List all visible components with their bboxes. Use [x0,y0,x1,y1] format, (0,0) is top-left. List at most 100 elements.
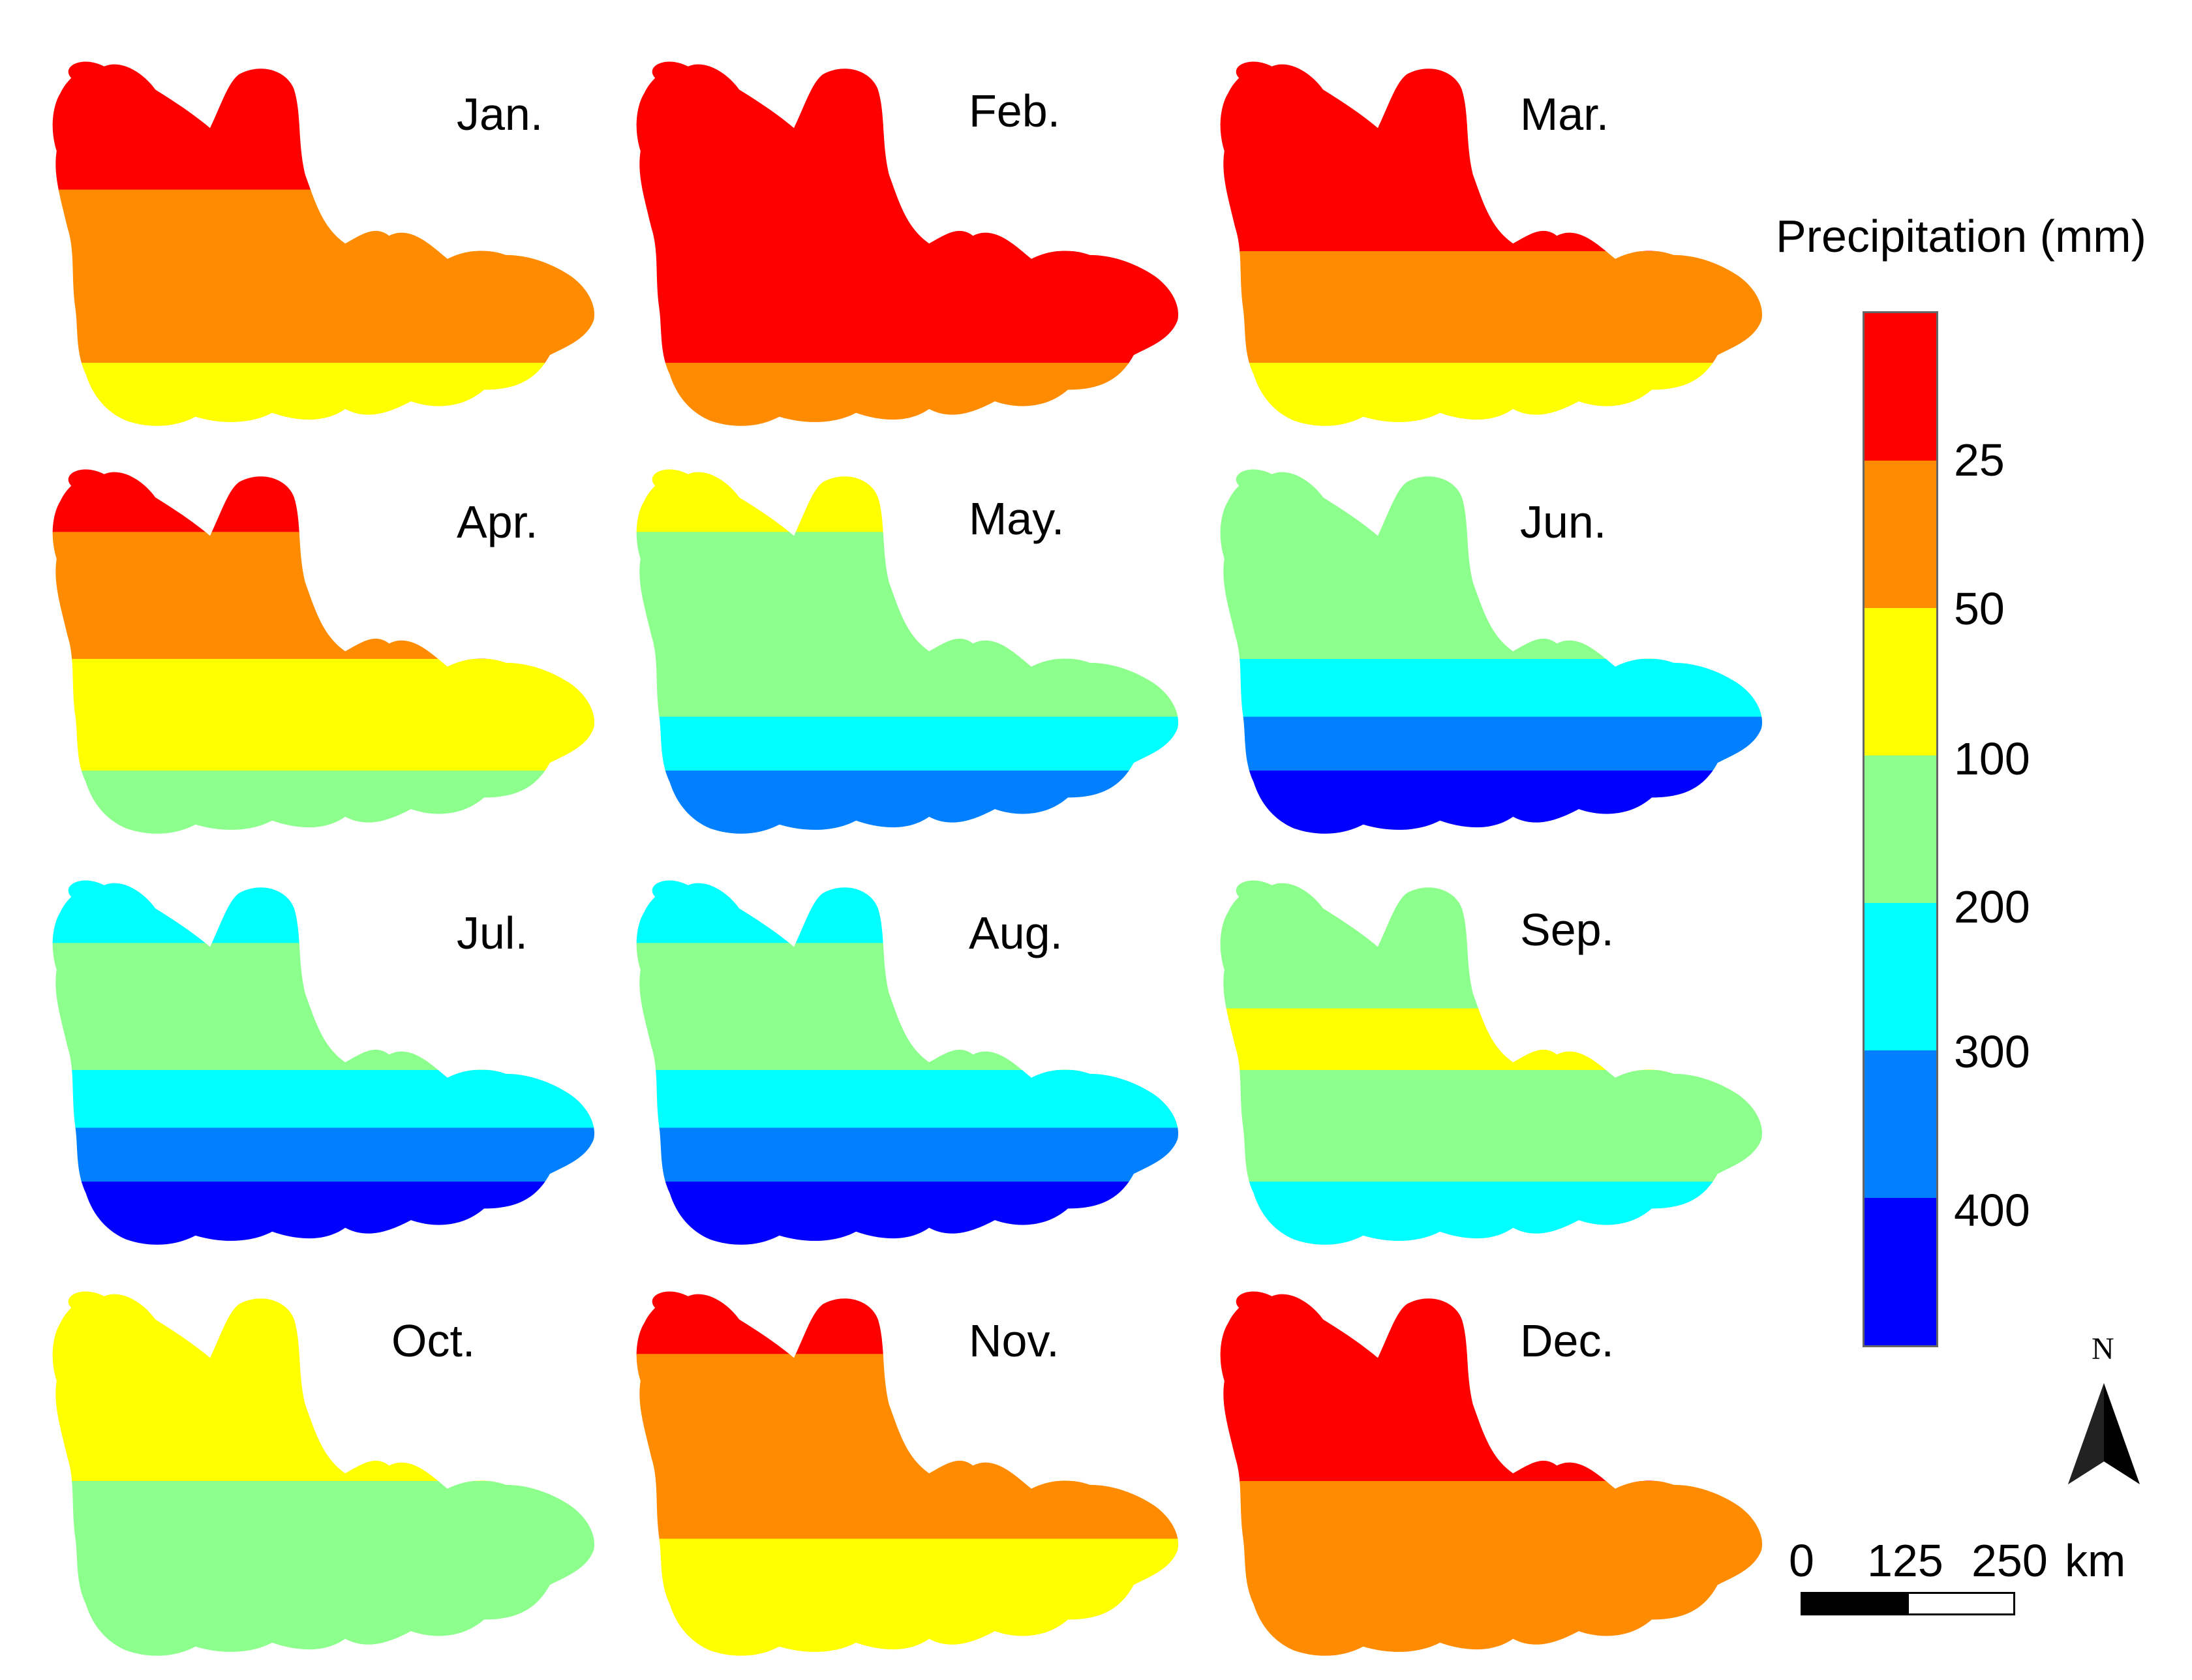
month-label: Dec. [1520,1315,1614,1366]
month-label: Nov. [969,1315,1059,1366]
precipitation-zone [52,1127,595,1184]
scale-bar-tick-label: 125 [1867,1535,1943,1586]
precipitation-zone [636,771,1179,834]
precipitation-zone [52,1291,595,1356]
basin-precipitation-map [52,880,595,1245]
precipitation-zone [1220,1481,1763,1540]
precipitation-zone [52,659,595,718]
precipitation-zone [636,943,1179,1010]
precipitation-zone [52,1354,595,1421]
precipitation-zone [1220,771,1763,834]
month-map-panel: Feb. [623,46,1210,450]
month-map-panel: Jan. [39,46,626,450]
basin-precipitation-map [1220,1291,1763,1656]
basin-precipitation-map [52,469,595,834]
precipitation-zone [636,532,1179,599]
month-map-panel: May. [623,453,1210,858]
precipitation-zone [1220,943,1763,1010]
precipitation-zone [1220,880,1763,945]
precipitation-zone [1220,469,1763,534]
precipitation-zone [52,1070,595,1129]
basin-precipitation-map [1220,61,1763,426]
legend-color-bar [1863,311,1938,1347]
precipitation-zone [1220,309,1763,365]
precipitation-zone [52,771,595,834]
month-map-panel: Mar. [1207,46,1794,450]
basin-precipitation-map [52,61,595,426]
scale-bar-tick-label: 250 [1971,1535,2048,1586]
precipitation-zone [52,1593,595,1656]
precipitation-zone [1220,1070,1763,1129]
precipitation-zone [1220,659,1763,718]
precipitation-zone [636,61,1179,126]
precipitation-zone [1220,1291,1763,1356]
precipitation-zone [636,363,1179,426]
basin-precipitation-map [636,61,1179,426]
precipitation-zone [1220,61,1763,126]
precipitation-zone [1220,532,1763,599]
month-map-panel: Nov. [623,1275,1210,1680]
legend-tick-label: 400 [1954,1185,2030,1236]
precipitation-zone [636,659,1179,718]
precipitation-zone [636,1070,1179,1129]
precipitation-zone [52,251,595,311]
month-label: Jul. [457,908,528,958]
month-label: Mar. [1520,89,1609,140]
precipitation-zone [52,1008,595,1072]
precipitation-zone [636,1419,1179,1483]
basin-precipitation-map [636,880,1179,1245]
scale-bar-unit: km [2065,1535,2126,1586]
precipitation-zone [52,1538,595,1595]
precipitation-zone [636,251,1179,311]
legend-swatch [1865,1198,1936,1345]
month-label: Jan. [457,89,543,140]
precipitation-zone [636,716,1179,772]
scale-bar [1801,1592,2015,1615]
precipitation-zone [1220,716,1763,772]
precipitation-zone [636,1291,1179,1356]
precipitation-zone [1220,1008,1763,1072]
precipitation-zone [52,1182,595,1245]
precipitation-zone [52,363,595,426]
month-map-panel: Oct. [39,1275,626,1680]
month-label: Oct. [391,1315,476,1366]
month-map-panel: Sep. [1207,864,1794,1269]
precipitation-zone [1220,1419,1763,1483]
month-label: Feb. [969,85,1061,136]
basin-precipitation-map [1220,880,1763,1245]
basin-precipitation-map [52,1291,595,1656]
month-map-panel: Aug. [623,864,1210,1269]
precipitation-zone [636,469,1179,534]
precipitation-zone [1220,1182,1763,1245]
month-label: Jun. [1520,496,1607,547]
month-map-panel: Dec. [1207,1275,1794,1680]
precipitation-zone [1220,1538,1763,1595]
precipitation-zone [52,189,595,253]
precipitation-zone [1220,1354,1763,1421]
month-label: May. [969,493,1065,544]
month-map-panel: Apr. [39,453,626,858]
precipitation-zone [636,1182,1179,1245]
precipitation-zone [636,880,1179,945]
legend-tick-label: 100 [1954,733,2030,784]
north-arrow-label: N [2092,1332,2114,1366]
legend-swatch [1865,461,1936,608]
legend-tick-label: 300 [1954,1026,2030,1077]
legend-swatch [1865,608,1936,756]
legend-swatch [1865,756,1936,903]
precipitation-zone [636,1593,1179,1656]
precipitation-zone [52,716,595,772]
legend-swatch [1865,313,1936,461]
month-label: Apr. [457,496,538,547]
precipitation-zone [52,1419,595,1483]
precipitation-zone [1220,251,1763,311]
legend-swatch [1865,1050,1936,1198]
north-arrow-icon [2068,1383,2140,1484]
precipitation-zone [636,1008,1179,1072]
month-map-panel: Jul. [39,864,626,1269]
precipitation-zone [1220,597,1763,661]
precipitation-zone [1220,1127,1763,1184]
scale-bar-tick-label: 0 [1789,1535,1814,1586]
legend-title: Precipitation (mm) [1776,211,2146,262]
